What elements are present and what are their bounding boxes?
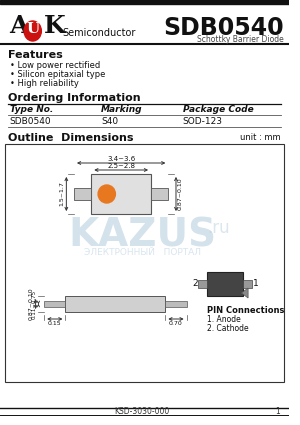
Bar	[65, 296, 165, 312]
Text: 0.11~0.75: 0.11~0.75	[32, 289, 37, 319]
Text: • Low power rectified: • Low power rectified	[10, 61, 100, 70]
Bar	[151, 188, 168, 200]
Polygon shape	[242, 288, 248, 298]
Text: 0.87~0.10: 0.87~0.10	[29, 288, 34, 320]
Text: Features: Features	[8, 50, 62, 60]
Ellipse shape	[24, 21, 41, 41]
Text: • High reliability: • High reliability	[10, 79, 79, 88]
Text: Outline  Dimensions: Outline Dimensions	[8, 133, 133, 143]
Text: Schottky Barrier Diode: Schottky Barrier Diode	[197, 35, 284, 44]
Text: 0.87~0.10: 0.87~0.10	[178, 178, 183, 210]
Text: K: K	[44, 14, 66, 38]
Text: S40: S40	[101, 117, 118, 126]
Bar	[74, 188, 92, 200]
Text: 3.4~3.6: 3.4~3.6	[107, 156, 135, 162]
Text: KAZUS: KAZUS	[68, 216, 216, 254]
Bar	[0, 0, 289, 4]
Text: Marking: Marking	[101, 105, 142, 114]
Text: 1.5~1.7: 1.5~1.7	[59, 181, 64, 207]
Text: ЭЛЕКТРОННЫЙ   ПОРТАЛ: ЭЛЕКТРОННЫЙ ПОРТАЛ	[84, 247, 201, 257]
Text: SOD-123: SOD-123	[183, 117, 223, 126]
Text: 2. Cathode: 2. Cathode	[207, 324, 248, 333]
Text: 0.15: 0.15	[48, 321, 61, 326]
Text: PIN Connections: PIN Connections	[207, 306, 284, 315]
Text: 1: 1	[253, 280, 259, 289]
Bar	[92, 174, 151, 214]
Text: SDB0540: SDB0540	[163, 16, 284, 40]
Text: A: A	[10, 14, 29, 38]
Text: Ordering Information: Ordering Information	[8, 93, 140, 103]
Circle shape	[98, 185, 116, 203]
Bar	[207, 272, 243, 296]
Text: .ru: .ru	[207, 219, 230, 237]
Text: U: U	[26, 22, 39, 36]
Text: 2: 2	[192, 280, 198, 289]
Text: KSD-3030-000: KSD-3030-000	[115, 408, 170, 416]
Text: 2.5~2.8: 2.5~2.8	[107, 163, 135, 169]
Bar	[5, 144, 284, 382]
Text: 0.70: 0.70	[169, 321, 183, 326]
Bar	[198, 280, 207, 288]
Bar	[243, 280, 252, 288]
Text: Type No.: Type No.	[10, 105, 53, 114]
Text: Semiconductor: Semiconductor	[62, 28, 136, 38]
Text: • Silicon epitaxial type: • Silicon epitaxial type	[10, 70, 105, 79]
Bar	[165, 301, 187, 307]
Text: SDB0540: SDB0540	[10, 117, 51, 126]
Text: 1: 1	[275, 408, 280, 416]
Bar	[44, 301, 65, 307]
Text: Package Code: Package Code	[183, 105, 254, 114]
Text: unit : mm: unit : mm	[240, 133, 281, 142]
Text: 1. Anode: 1. Anode	[207, 315, 241, 324]
